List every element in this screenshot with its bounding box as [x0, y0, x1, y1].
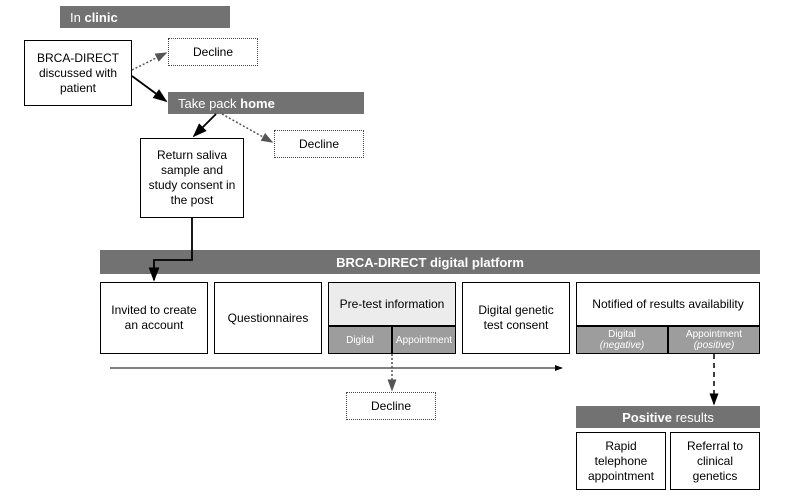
box-rapid: Rapid telephone appointment [576, 432, 666, 490]
banner-platform: BRCA-DIRECT digital platform [100, 250, 760, 274]
box-referral: Referral to clinical genetics [670, 432, 760, 490]
banner-clinic: In clinic [60, 6, 230, 28]
box-decline-1: Decline [168, 38, 258, 66]
banner-platform-bold: BRCA-DIRECT digital platform [336, 255, 524, 270]
banner-positive: Positive results [576, 406, 760, 428]
box-invited: Invited to create an account [100, 282, 208, 354]
box-notified-digital: Digital (negative) [576, 326, 668, 354]
box-decline-3: Decline [346, 392, 436, 420]
box-consent: Digital genetic test consent [462, 282, 570, 354]
box-pretest-digital: Digital [328, 326, 392, 354]
box-discussed: BRCA-DIRECT discussed with patient [24, 40, 132, 106]
banner-clinic-pre: In [70, 10, 84, 25]
box-pretest-head: Pre-test information [328, 282, 456, 326]
box-decline-2: Decline [274, 130, 364, 158]
banner-home-bold: home [240, 96, 275, 111]
box-notified-head: Notified of results availability [576, 282, 760, 326]
banner-clinic-bold: clinic [84, 10, 117, 25]
banner-positive-post: results [672, 410, 714, 425]
banner-positive-bold: Positive [622, 410, 672, 425]
box-notified-appointment: Appointment (positive) [668, 326, 760, 354]
banner-home-pre: Take pack [178, 96, 240, 111]
box-questionnaires: Questionnaires [214, 282, 322, 354]
box-return-sample: Return saliva sample and study consent i… [140, 138, 244, 218]
box-pretest-appointment: Appointment [392, 326, 456, 354]
banner-home: Take pack home [168, 92, 364, 114]
